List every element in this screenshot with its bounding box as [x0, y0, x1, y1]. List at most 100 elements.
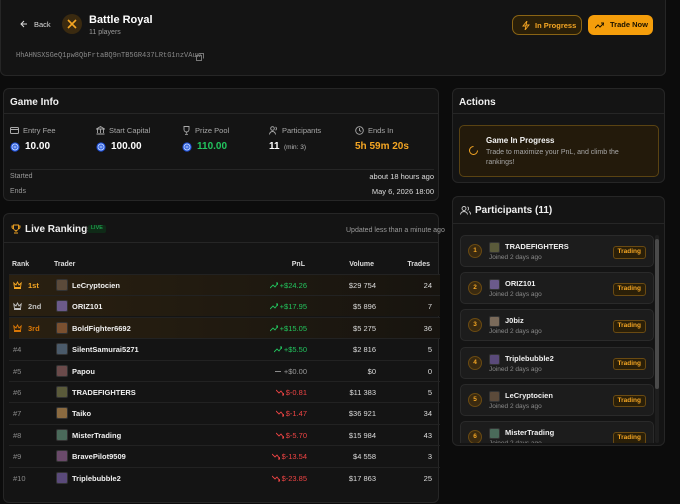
updated-label: Updated less than a minute ago	[346, 227, 445, 234]
column-header: PnL	[291, 261, 305, 268]
ranking-row: #5 Papou +$0.00 $0 0	[9, 359, 440, 381]
pnl: $-5.70	[285, 430, 307, 440]
status-pill: In Progress	[512, 15, 582, 35]
status-badge: Trading	[612, 394, 646, 408]
rank: #5	[13, 366, 22, 376]
stat-icon	[269, 126, 277, 135]
card-title: Game Info	[10, 97, 59, 108]
rank-number: 5	[473, 395, 477, 403]
participant-item[interactable]: 4 Triplebubble2 Joined 2 days ago Trading	[460, 346, 654, 379]
token-icon	[182, 142, 192, 152]
rank-medal	[13, 281, 22, 289]
rank-medal	[13, 323, 22, 332]
joined-label: Joined 2 days ago	[489, 402, 542, 410]
trades: 0	[427, 366, 432, 376]
status-box: Game In Progress Trade to maximize your …	[459, 125, 659, 177]
stat-icon	[10, 127, 19, 134]
participants-list: 1 TRADEFIGHTERS Joined 2 days ago Trading 2 O…	[459, 233, 655, 443]
users-icon	[460, 206, 471, 215]
game-subtitle: 11 players	[89, 29, 121, 36]
trader-avatar	[56, 450, 68, 463]
trader-avatar	[56, 386, 68, 398]
card-title: Participants (11)	[475, 205, 553, 216]
detail-label: Ends	[10, 188, 26, 195]
pnl-trend-icon	[273, 346, 282, 353]
rank-number: 4	[473, 358, 477, 366]
stat-value: 11	[269, 141, 280, 152]
pnl: +$0.00	[283, 366, 307, 376]
rank: 1st	[28, 281, 39, 290]
stat-label: Entry Fee	[23, 126, 56, 135]
rank-medal	[13, 302, 22, 311]
game-address: HhAHNSXSGeQ1pw8QbFrtaBQ9nTB5GR437LRtG1nz…	[16, 52, 201, 60]
rank-number: 3	[473, 321, 477, 329]
volume: $29 754	[348, 281, 376, 290]
pnl: $-1.47	[285, 409, 307, 419]
live-badge: LIVE	[88, 225, 106, 233]
column-header: Volume	[349, 261, 374, 268]
rank-number: 6	[473, 433, 477, 440]
detail-value: about 18 hours ago	[369, 172, 434, 181]
page: Back Battle Royal 11 players In Progress…	[0, 0, 666, 503]
pnl: $-23.85	[281, 473, 307, 483]
stats: Entry Fee 10.00 Start Capital 100.00 Prize P…	[4, 89, 438, 169]
trader-name: TRADEFIGHTERS	[72, 388, 136, 397]
participant-name: TRADEFIGHTERS	[505, 242, 569, 251]
rank: #9	[13, 452, 22, 462]
game-icon	[62, 14, 82, 34]
trader-avatar	[56, 407, 68, 420]
ranking-row: #9 BravePilot9509 $-13.54 $4 558 3	[9, 445, 440, 466]
game-info-card: Game Info Entry Fee 10.00 Start Capital 100…	[3, 88, 439, 201]
stat-value: 110.00	[197, 141, 228, 152]
trader-avatar	[56, 428, 68, 441]
trade-now-button[interactable]: Trade Now	[588, 15, 653, 35]
rank-badge: 2	[468, 281, 482, 296]
status-text: Trade to maximize your PnL, and climb th…	[486, 149, 619, 166]
rank-badge: 3	[468, 318, 482, 333]
header-card	[0, 0, 666, 76]
status-badge: Trading	[612, 432, 646, 443]
trader-name: BoldFighter6692	[72, 323, 131, 333]
participant-avatar	[489, 428, 500, 439]
detail-label: Started	[10, 173, 33, 180]
volume: $2 816	[353, 345, 376, 355]
participant-item[interactable]: 2 ORIZ101 Joined 2 days ago Trading	[460, 272, 654, 305]
pnl: +$17.95	[279, 302, 307, 312]
stat-note: (min: 3)	[284, 144, 307, 151]
trades: 5	[427, 345, 432, 355]
detail-value: May 6, 2026 18:00	[371, 187, 434, 196]
rank-badge: 6	[468, 430, 482, 443]
trader-name: LeCryptocien	[72, 281, 120, 290]
copy-icon[interactable]	[196, 53, 204, 61]
stat-icon	[183, 126, 190, 135]
status-badge: Trading	[612, 283, 646, 296]
volume: $15 984	[348, 430, 376, 440]
pnl-trend-icon	[269, 325, 278, 332]
pnl-trend-icon	[275, 411, 284, 417]
participant-item[interactable]: 1 TRADEFIGHTERS Joined 2 days ago Trading	[460, 235, 654, 267]
column-header: Rank	[12, 261, 30, 268]
volume: $5 896	[353, 302, 376, 312]
trader-name: BravePilot9509	[72, 452, 126, 462]
back-button[interactable]: Back	[16, 16, 54, 32]
participant-item[interactable]: 5 LeCryptocien Joined 2 days ago Trading	[460, 383, 654, 416]
rankings-table: Rank Trader PnL Volume Trades 1st LeCryptocien…	[4, 254, 440, 504]
trader-avatar	[56, 471, 68, 484]
pnl-trend-icon	[274, 370, 281, 372]
joined-label: Joined 2 days ago	[489, 254, 542, 261]
joined-label: Joined 2 days ago	[489, 440, 542, 443]
pnl: $-0.81	[285, 388, 307, 397]
scrollbar-thumb[interactable]	[655, 239, 659, 389]
participants-card: Participants (11) 1 TRADEFIGHTERS Joined 2…	[452, 196, 665, 446]
rankings-card: Live Rankings LIVE Updated less than a m…	[3, 213, 445, 504]
back-icon	[20, 20, 27, 28]
participant-item[interactable]: 3 J0biz Joined 2 days ago Trading	[460, 309, 654, 342]
participant-item[interactable]: 6 MisterTrading Joined 2 days ago Trading	[460, 421, 654, 443]
ranking-row: 3rd BoldFighter6692 +$15.05 $5 275 36	[9, 316, 440, 338]
ranking-row: 2nd ORIZ101 +$17.95 $5 896 7	[9, 295, 440, 317]
card-title: Actions	[459, 97, 496, 108]
game-title: Battle Royal	[89, 14, 153, 26]
column-header: Trades	[407, 261, 430, 268]
rank-badge: 5	[468, 392, 482, 407]
ranking-row: #8 MisterTrading $-5.70 $15 984 43	[9, 423, 440, 445]
